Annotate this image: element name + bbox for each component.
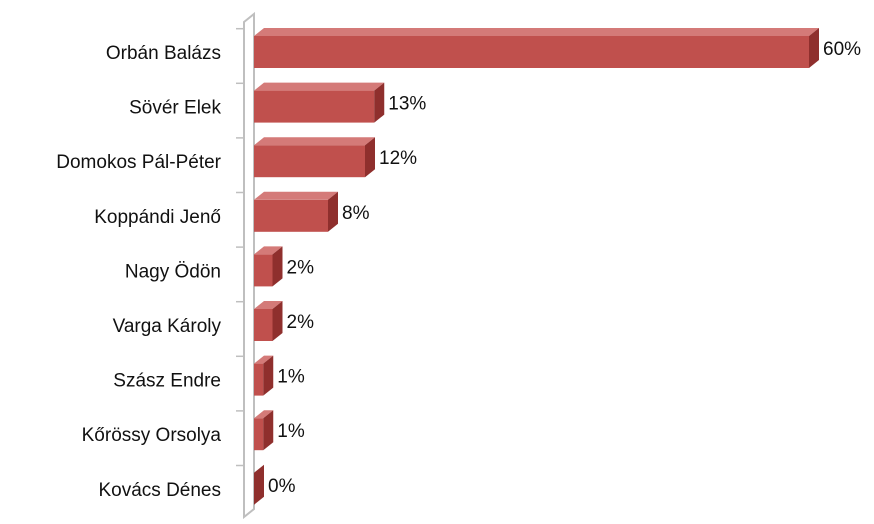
bars-layer — [254, 28, 819, 505]
bar-group — [254, 410, 274, 451]
data-label: 0% — [268, 476, 296, 497]
labels-layer: Orbán Balázs 60% Sövér Elek 13% Domokos Pál-… — [56, 39, 861, 501]
bar-side — [272, 246, 283, 287]
data-label: 1% — [277, 367, 305, 388]
axis-wall — [236, 11, 255, 521]
data-label: 1% — [277, 421, 305, 442]
category-label: Sövér Elek — [129, 98, 221, 119]
category-label: Domokos Pál-Péter — [56, 152, 221, 173]
bar-group — [254, 137, 375, 178]
bar-group — [254, 464, 264, 505]
bar-top — [254, 301, 283, 309]
category-label: Varga Károly — [113, 316, 222, 337]
bar-front — [254, 254, 273, 287]
bar-top — [254, 28, 819, 36]
data-label: 2% — [287, 257, 315, 278]
bar-side — [328, 191, 338, 232]
bar-side — [263, 410, 274, 451]
bar-group — [254, 246, 283, 287]
bar-group — [254, 191, 338, 232]
data-label: 60% — [823, 39, 861, 60]
bar-top — [254, 410, 274, 419]
bar-side — [809, 28, 819, 68]
bar-side — [365, 137, 375, 178]
bar-front — [254, 418, 264, 451]
axis-wall-panel — [243, 11, 255, 520]
data-label: 13% — [388, 94, 426, 115]
bar-group — [254, 301, 283, 341]
category-label: Szász Endre — [113, 371, 221, 392]
bar-top — [254, 191, 338, 200]
category-label: Nagy Ödön — [125, 261, 221, 282]
category-label: Kőrössy Orsolya — [82, 425, 222, 446]
category-label: Kovács Dénes — [98, 480, 221, 501]
bar-side — [254, 464, 264, 505]
bar-top — [254, 355, 274, 364]
bar-side — [374, 82, 385, 123]
bar-front — [254, 36, 809, 68]
data-label: 2% — [287, 312, 315, 333]
bar-front — [254, 145, 365, 178]
category-label: Orbán Balázs — [106, 43, 221, 64]
data-label: 12% — [379, 148, 417, 169]
bar-front — [254, 363, 264, 396]
bar-side — [272, 301, 283, 341]
bar-group — [254, 28, 819, 68]
bar-top — [254, 137, 375, 146]
bar-top — [254, 82, 385, 91]
category-label: Koppándi Jenő — [94, 207, 221, 228]
bar-group — [254, 82, 385, 123]
bar-side — [263, 355, 274, 396]
bar-top — [254, 246, 283, 255]
data-label: 8% — [342, 203, 370, 224]
bar-front — [254, 309, 273, 341]
bar-front — [254, 90, 375, 123]
bar-front — [254, 199, 328, 232]
bar-group — [254, 355, 274, 396]
